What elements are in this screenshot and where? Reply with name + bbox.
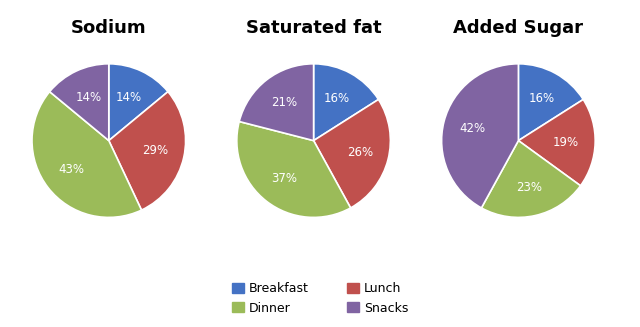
Wedge shape bbox=[314, 64, 378, 141]
Title: Added Sugar: Added Sugar bbox=[453, 20, 584, 38]
Wedge shape bbox=[109, 64, 168, 141]
Wedge shape bbox=[314, 99, 390, 208]
Text: 16%: 16% bbox=[528, 93, 554, 105]
Wedge shape bbox=[442, 64, 518, 208]
Wedge shape bbox=[109, 92, 186, 210]
Text: 26%: 26% bbox=[347, 146, 372, 159]
Wedge shape bbox=[239, 64, 314, 141]
Text: 14%: 14% bbox=[76, 91, 102, 104]
Text: 19%: 19% bbox=[553, 136, 579, 148]
Wedge shape bbox=[237, 122, 351, 217]
Text: 16%: 16% bbox=[323, 93, 349, 105]
Title: Saturated fat: Saturated fat bbox=[246, 20, 381, 38]
Title: Sodium: Sodium bbox=[71, 20, 147, 38]
Text: 14%: 14% bbox=[116, 91, 142, 104]
Wedge shape bbox=[481, 141, 580, 217]
Text: 37%: 37% bbox=[271, 172, 298, 185]
Text: 42%: 42% bbox=[460, 122, 485, 135]
Text: 23%: 23% bbox=[516, 181, 542, 194]
Text: 43%: 43% bbox=[58, 163, 84, 176]
Wedge shape bbox=[518, 64, 583, 141]
Legend: Breakfast, Dinner, Lunch, Snacks: Breakfast, Dinner, Lunch, Snacks bbox=[225, 276, 415, 321]
Wedge shape bbox=[518, 99, 595, 186]
Text: 21%: 21% bbox=[271, 96, 298, 110]
Text: 29%: 29% bbox=[142, 145, 168, 158]
Wedge shape bbox=[32, 92, 141, 217]
Wedge shape bbox=[50, 64, 109, 141]
